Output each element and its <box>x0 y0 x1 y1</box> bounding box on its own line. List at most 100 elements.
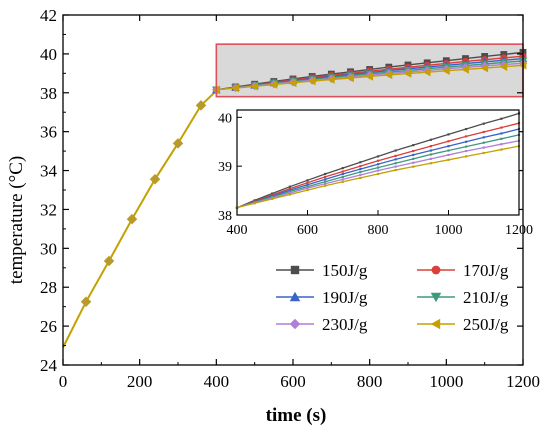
inset-x-tick-label: 800 <box>368 223 389 238</box>
y-tick-label: 42 <box>40 6 57 25</box>
inset-point-150J/g <box>359 161 362 164</box>
inset-point-150J/g <box>306 179 309 182</box>
inset-point-230J/g <box>412 161 415 164</box>
inset-point-250J/g <box>288 193 291 196</box>
inset-point-210J/g <box>359 170 362 174</box>
inset-plot-area: 400 600 800 1000 1200 38 39 40 <box>218 109 533 238</box>
y-axis-label: temperature (°C) <box>6 156 27 284</box>
series-point-250J/g <box>250 82 259 91</box>
x-tick-label: 0 <box>59 372 68 391</box>
inset-point-230J/g <box>376 169 380 172</box>
inset-point-250J/g <box>412 165 415 168</box>
inset-point-210J/g <box>482 141 485 144</box>
inset-point-150J/g <box>376 155 380 158</box>
y-tick-label: 26 <box>40 317 57 336</box>
series-point-250J/g <box>499 62 508 71</box>
heating-phase-point <box>172 138 184 149</box>
inset-point-150J/g <box>500 117 503 120</box>
inset-point-250J/g <box>482 151 485 155</box>
series-point-250J/g <box>403 69 412 78</box>
heating-phase-point <box>195 100 207 111</box>
inset-point-170J/g <box>429 145 432 148</box>
series-point-250J/g <box>327 75 335 84</box>
x-tick-label: 600 <box>280 372 306 391</box>
inset-point-170J/g <box>288 187 291 190</box>
heating-phase-point <box>103 255 115 267</box>
inset-x-tick-label: 1000 <box>435 223 463 238</box>
legend-marker-170J/g <box>431 265 441 275</box>
inset-point-170J/g <box>447 140 450 143</box>
legend-marker-230J/g <box>289 318 301 330</box>
inset-point-230J/g <box>482 146 485 149</box>
main-plot-area: 0 200 400 600 800 1000 12002426283032343638404… <box>40 6 540 391</box>
y-tick-label: 38 <box>40 84 57 103</box>
inset-point-250J/g <box>359 176 362 179</box>
inset-point-250J/g <box>394 168 397 172</box>
inset-point-170J/g <box>394 154 397 158</box>
inset-y-tick-label: 39 <box>218 160 232 175</box>
inset-point-190J/g <box>341 172 344 176</box>
inset-point-190J/g <box>288 188 291 192</box>
heating-phase-point <box>149 174 161 185</box>
y-tick-label: 34 <box>40 162 58 181</box>
series-point-250J/g <box>442 66 450 76</box>
inset-point-190J/g <box>429 149 432 152</box>
x-tick-label: 200 <box>127 372 153 391</box>
inset-point-170J/g <box>376 159 380 162</box>
inset-point-250J/g <box>341 180 344 183</box>
inset-point-250J/g <box>429 162 432 165</box>
series-point-250J/g <box>288 78 297 88</box>
inset-point-150J/g <box>429 138 432 141</box>
inset-point-250J/g <box>376 172 380 176</box>
inset-point-250J/g <box>447 158 450 161</box>
legend-label-250J/g: 250J/g <box>463 315 509 334</box>
inset-y-tick-label: 40 <box>218 111 232 126</box>
y-tick-label: 28 <box>40 278 57 297</box>
inset-point-210J/g <box>306 185 309 188</box>
series-point-250J/g <box>461 65 469 74</box>
legend: 150J/g 170J/g 190J/g 210J/g 230J/g 250J/g <box>276 261 509 334</box>
inset-point-150J/g <box>271 192 274 195</box>
x-tick-label: 800 <box>357 372 383 391</box>
series-point-250J/g <box>422 67 431 77</box>
legend-label-210J/g: 210J/g <box>463 288 509 307</box>
inset-point-230J/g <box>447 153 450 157</box>
inset-point-250J/g <box>465 155 468 158</box>
x-tick-label: 400 <box>204 372 230 391</box>
inset-point-190J/g <box>412 153 415 157</box>
series-point-250J/g <box>384 70 393 80</box>
inset-point-150J/g <box>288 185 291 188</box>
inset-point-210J/g <box>324 180 327 183</box>
inset-point-170J/g <box>324 175 327 179</box>
inset-point-150J/g <box>482 122 485 125</box>
inset-point-170J/g <box>465 135 468 138</box>
legend-marker-150J/g <box>290 265 300 275</box>
series-point-250J/g <box>269 80 278 89</box>
inset-point-250J/g <box>306 188 309 192</box>
heating-phase-line <box>62 90 218 348</box>
y-tick-label: 24 <box>40 356 58 375</box>
inset-point-170J/g <box>306 181 309 184</box>
heating-phase-point <box>126 213 138 225</box>
inset-point-210J/g <box>394 162 397 165</box>
inset-point-150J/g <box>412 144 415 147</box>
inset-point-230J/g <box>465 149 468 153</box>
x-tick-label: 1000 <box>429 372 463 391</box>
inset-point-190J/g <box>376 163 380 166</box>
inset-point-230J/g <box>359 173 362 177</box>
inset-point-170J/g <box>500 126 503 129</box>
series-point-250J/g <box>346 73 354 83</box>
inset-x-tick-label: 1200 <box>505 223 533 238</box>
inset-point-150J/g <box>394 149 397 152</box>
series-point-250J/g <box>480 63 489 73</box>
legend-marker-210J/g <box>430 292 442 303</box>
inset-point-150J/g <box>447 133 450 136</box>
inset-point-170J/g <box>359 165 362 168</box>
legend-marker-250J/g <box>430 318 441 330</box>
inset-point-210J/g <box>412 157 415 160</box>
inset-point-190J/g <box>465 140 468 143</box>
inset-point-230J/g <box>324 182 327 185</box>
inset-point-250J/g <box>253 202 256 205</box>
y-tick-label: 32 <box>40 200 57 219</box>
